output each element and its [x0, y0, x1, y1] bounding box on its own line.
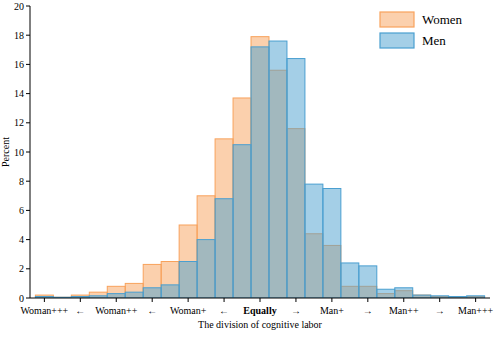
y-tick	[26, 122, 30, 123]
y-tick	[26, 298, 30, 299]
bars	[35, 37, 484, 298]
y-tick-label: 18	[14, 30, 24, 41]
x-tick	[403, 298, 404, 302]
y-tick-label: 14	[14, 88, 24, 99]
chart: 0 2 4 6 8 10 12 14 16 18 20 Woman+++ ← Woman++ ← Woman+…	[0, 0, 500, 337]
histogram-bar	[215, 139, 233, 298]
histogram-bar	[197, 240, 215, 298]
x-tick-label: →	[291, 305, 301, 316]
y-tick-label: 8	[19, 176, 24, 187]
histogram-bar	[341, 263, 359, 298]
x-tick-label: Man++	[389, 305, 419, 316]
histogram-bar	[161, 262, 179, 299]
y-tick	[26, 239, 30, 240]
x-tick-label: →	[363, 305, 373, 316]
x-tick	[224, 298, 225, 302]
x-tick	[475, 298, 476, 302]
legend: Women Men	[380, 12, 463, 48]
histogram-bar	[89, 292, 107, 298]
histogram-bar	[287, 59, 305, 298]
histogram-bar	[161, 285, 179, 298]
y-tick-label: 12	[14, 117, 24, 128]
y-tick	[26, 268, 30, 269]
x-tick-label: ←	[219, 305, 229, 316]
histogram-bar	[215, 199, 233, 298]
histogram-bar	[251, 37, 269, 298]
histogram-bar	[143, 264, 161, 298]
x-tick	[80, 298, 81, 302]
histogram-bar	[269, 41, 287, 298]
x-tick-label: Man+	[320, 305, 344, 316]
y-tick-label: 20	[14, 1, 24, 12]
histogram-bar	[125, 292, 143, 298]
x-tick-label: Man+++	[458, 305, 494, 316]
histogram-bar	[305, 184, 323, 298]
x-axis-label: The division of cognitive labor	[198, 319, 323, 330]
x-tick-label: Woman+	[170, 305, 207, 316]
y-tick	[26, 93, 30, 94]
legend-label: Men	[422, 33, 446, 48]
histogram-bar	[179, 225, 197, 298]
y-axis-label: Percent	[0, 137, 11, 167]
x-tick-label: Woman++	[95, 305, 137, 316]
x-tick	[331, 298, 332, 302]
y-tick-label: 0	[19, 293, 24, 304]
histogram-bar	[395, 288, 413, 298]
y-tick	[26, 152, 30, 153]
x-tick	[188, 298, 189, 302]
y-tick	[26, 181, 30, 182]
histogram-bar	[107, 294, 125, 298]
legend-swatch	[380, 12, 414, 27]
y-tick-label: 10	[14, 147, 24, 158]
histogram-bar	[179, 262, 197, 299]
histogram-bar	[377, 289, 395, 298]
y-tick	[26, 6, 30, 7]
y-tick-label: 16	[14, 59, 24, 70]
x-tick	[44, 298, 45, 302]
x-tick-label: Equally	[243, 305, 276, 316]
histogram-bar	[359, 266, 377, 298]
x-tick	[260, 298, 261, 302]
series-bars	[35, 41, 484, 298]
x-tick-label: ←	[75, 305, 85, 316]
y-tick-label: 2	[19, 263, 24, 274]
x-tick	[152, 298, 153, 302]
x-tick	[367, 298, 368, 302]
histogram-bar	[143, 288, 161, 298]
x-tick	[439, 298, 440, 302]
legend-swatch	[380, 33, 414, 48]
series-bars	[35, 37, 484, 298]
histogram-bar	[197, 196, 215, 298]
histogram-bar	[107, 286, 125, 298]
x-tick	[295, 298, 296, 302]
histogram-bar	[251, 47, 269, 298]
histogram-bar	[125, 283, 143, 298]
x-tick	[116, 298, 117, 302]
y-tick	[26, 210, 30, 211]
histogram-bar	[323, 189, 341, 299]
histogram-bar	[233, 98, 251, 298]
y-tick-label: 4	[19, 234, 24, 245]
legend-label: Women	[422, 12, 463, 27]
axes: 0 2 4 6 8 10 12 14 16 18 20 Woman+++ ← Woman++ ← Woman+…	[14, 1, 494, 317]
x-tick-label: Woman+++	[20, 305, 68, 316]
y-tick	[26, 35, 30, 36]
y-tick-label: 6	[19, 205, 24, 216]
histogram-bar	[233, 145, 251, 298]
x-tick-label: →	[435, 305, 445, 316]
x-tick-label: ←	[147, 305, 157, 316]
y-tick	[26, 64, 30, 65]
